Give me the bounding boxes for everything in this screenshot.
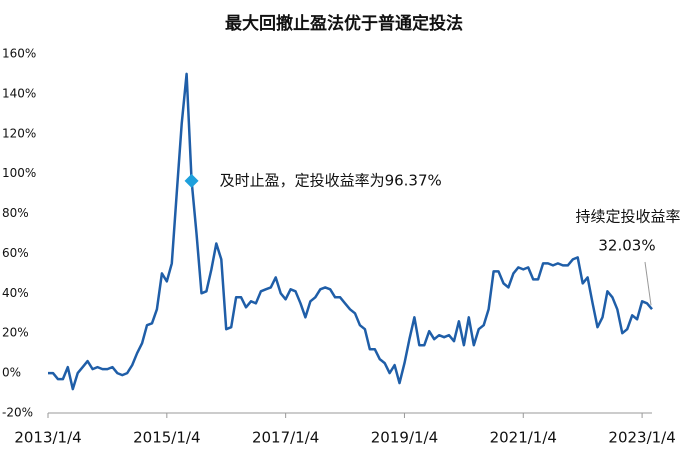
- y-tick-label: 40%: [2, 286, 29, 300]
- y-tick-label: 160%: [2, 47, 36, 61]
- y-tick-label: 120%: [2, 126, 36, 140]
- y-tick-label: 100%: [2, 166, 36, 180]
- chart-title: 最大回撤止盈法优于普通定投法: [225, 13, 463, 34]
- y-tick-label: 20%: [2, 326, 29, 340]
- annotation: 持续定投收益率: [575, 208, 680, 226]
- annotation: 及时止盈，定投收益率为96.37%: [220, 171, 442, 189]
- x-tick-label: 2015/1/4: [133, 429, 200, 447]
- y-tick-label: -20%: [2, 406, 33, 420]
- leader-line: [644, 261, 652, 306]
- end-value-label: 32.03%: [598, 237, 655, 255]
- series-line: [48, 72, 653, 391]
- y-tick-label: 0%: [2, 366, 21, 380]
- y-tick-label: 140%: [2, 86, 36, 100]
- x-tick-label: 2019/1/4: [371, 429, 438, 447]
- x-tick-label: 2017/1/4: [252, 429, 319, 447]
- stop-marker: [184, 173, 199, 188]
- y-tick-label: 60%: [2, 246, 29, 260]
- x-tick-label: 2023/1/4: [608, 429, 675, 447]
- y-tick-label: 80%: [2, 206, 29, 220]
- x-tick-label: 2013/1/4: [14, 429, 81, 447]
- x-tick-label: 2021/1/4: [490, 429, 557, 447]
